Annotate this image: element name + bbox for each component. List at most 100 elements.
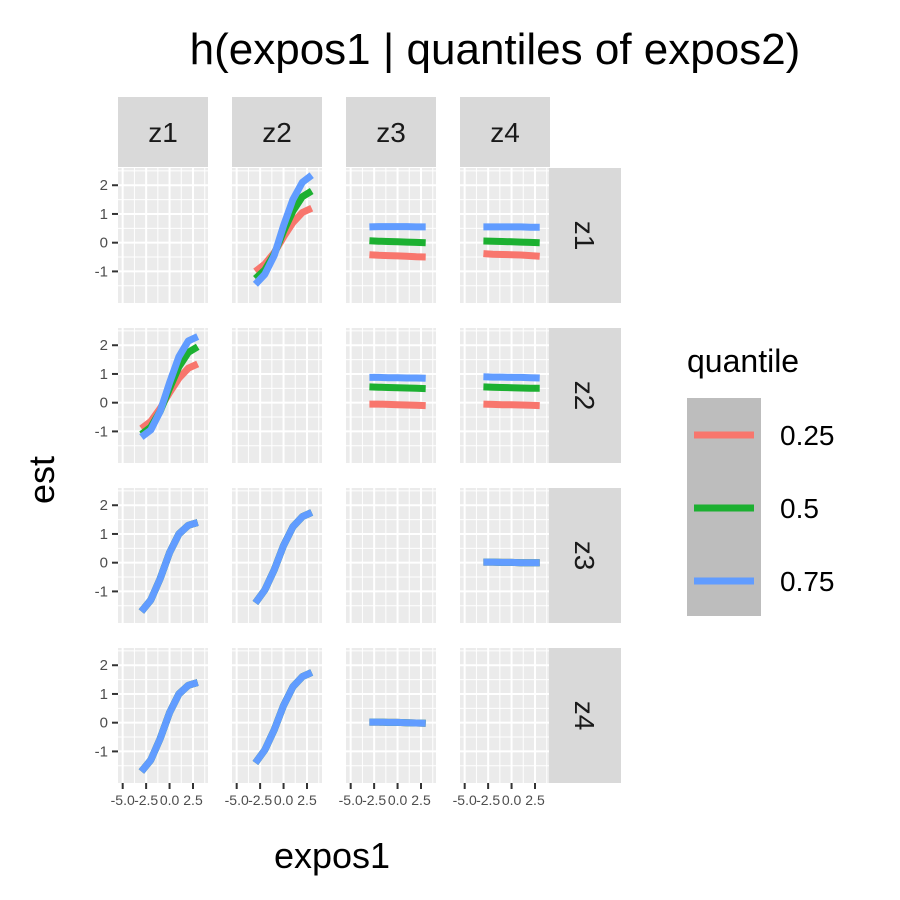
strip-background [549, 168, 621, 303]
x-tick-label: 2.5 [525, 792, 545, 808]
legend-entry-0.25: 0.25 [694, 420, 835, 451]
y-axis-z2: -1 0 1 2 [95, 337, 118, 440]
x-tick-label: -5.0 [225, 792, 249, 808]
strip-label: z3 [376, 117, 406, 148]
panel-lines-z1-z3 [369, 223, 426, 261]
strip-label: z1 [569, 221, 600, 251]
panel-background [460, 168, 550, 303]
x-tick-label: -2.5 [134, 792, 158, 808]
x-axis-title: expos1 [274, 835, 390, 876]
panel-lines-z2-z4 [483, 373, 540, 410]
strip-col-z3: z3 [346, 97, 436, 167]
panel-lines-z2-z3 [369, 373, 426, 410]
x-tick-label: -5.0 [339, 792, 363, 808]
strip-label: z4 [569, 701, 600, 731]
y-tick-label: 1 [100, 686, 108, 703]
strip-background [232, 97, 322, 167]
panel-z2-z2 [232, 328, 322, 463]
y-tick-label: 2 [100, 497, 108, 514]
series-line-0.75 [252, 669, 314, 765]
x-axis-z4: -5.0 -2.5 0.0 2.5 [453, 783, 545, 808]
strip-row-z1: z1 [549, 168, 621, 303]
strip-label: z2 [569, 381, 600, 411]
series-line-0.25 [369, 400, 426, 410]
series-line-0.25 [369, 251, 426, 261]
panel-z4-z4 [460, 648, 550, 783]
strip-background [460, 97, 550, 167]
facet-panels [118, 168, 550, 783]
y-tick-label: 1 [100, 206, 108, 223]
legend: quantile 0.25 0.5 0.75 [687, 343, 835, 616]
y-axis-z4: -1 0 1 2 [95, 657, 118, 760]
panel-background [460, 648, 550, 783]
panel-lines-z1-z2 [252, 172, 314, 287]
panel-background [460, 488, 550, 623]
panel-background [118, 168, 208, 303]
series-line-0.25 [483, 250, 540, 260]
y-tick-label: 1 [100, 366, 108, 383]
x-tick-label: -2.5 [362, 792, 386, 808]
series-line-0.75 [369, 373, 426, 382]
panel-lines-z1-z4 [483, 223, 540, 260]
x-axis-z1: -5.0 -2.5 0.0 2.5 [111, 783, 203, 808]
panel-z1-z2 [232, 168, 322, 303]
x-tick-label: 0.0 [502, 792, 522, 808]
legend-title: quantile [687, 343, 799, 379]
facet-strips: z1 z2 z3 z4 z1 z2 z3 z4 [118, 97, 621, 783]
series-line-0.75 [369, 718, 426, 727]
y-tick-label: 0 [100, 555, 108, 572]
legend-entry-0.75: 0.75 [694, 566, 835, 597]
panel-background [346, 648, 436, 783]
x-tick-label: 0.0 [388, 792, 408, 808]
series-line-0.5 [369, 383, 426, 393]
panel-background [118, 648, 208, 783]
y-tick-label: -1 [95, 583, 108, 600]
series-line-0.75 [138, 679, 199, 774]
strip-row-z3: z3 [549, 488, 621, 623]
y-axis-z1: -1 0 1 2 [95, 177, 118, 280]
x-tick-label: 2.5 [411, 792, 431, 808]
strip-col-z2: z2 [232, 97, 322, 167]
panel-lines-z2-z1 [139, 333, 200, 440]
y-tick-label: 2 [100, 337, 108, 354]
panel-lines-z4-z3 [369, 718, 426, 727]
strip-label: z3 [569, 541, 600, 571]
series-line-0.75 [483, 373, 540, 382]
panel-z3-z3 [346, 488, 436, 623]
y-tick-label: 0 [100, 235, 108, 252]
panel-lines-z3-z4 [483, 558, 540, 567]
y-tick-label: 2 [100, 177, 108, 194]
panel-lines-z3-z1 [138, 519, 199, 614]
strip-label: z2 [262, 117, 292, 148]
panel-z4-z3 [346, 648, 436, 783]
strip-row-z4: z4 [549, 648, 621, 783]
chart-title: h(expos1 | quantiles of expos2) [190, 25, 801, 74]
series-line-0.5 [483, 383, 540, 392]
legend-label: 0.75 [780, 566, 835, 597]
strip-background [118, 97, 208, 167]
panel-lines-z3-z2 [252, 509, 314, 605]
panel-z1-z3 [346, 168, 436, 303]
x-tick-label: 0.0 [160, 792, 180, 808]
panel-z3-z4 [460, 488, 550, 623]
panel-background [346, 328, 436, 463]
strip-col-z4: z4 [460, 97, 550, 167]
strip-background [346, 97, 436, 167]
legend-entry-0.5: 0.5 [694, 493, 819, 524]
x-tick-label: 2.5 [297, 792, 317, 808]
series-line-0.75 [483, 558, 540, 567]
y-tick-label: 0 [100, 395, 108, 412]
panel-z4-z1 [118, 648, 208, 783]
legend-entries: 0.25 0.5 0.75 [694, 420, 835, 597]
series-line-0.75 [139, 333, 200, 440]
series-line-0.75 [138, 519, 199, 614]
panel-background [346, 168, 436, 303]
panel-lines-z4-z2 [252, 669, 314, 765]
panel-z2-z3 [346, 328, 436, 463]
legend-label: 0.25 [780, 420, 835, 451]
y-tick-label: -1 [95, 263, 108, 280]
series-line-0.75 [252, 509, 314, 605]
series-line-0.5 [483, 237, 540, 247]
series-line-0.5 [369, 237, 426, 247]
